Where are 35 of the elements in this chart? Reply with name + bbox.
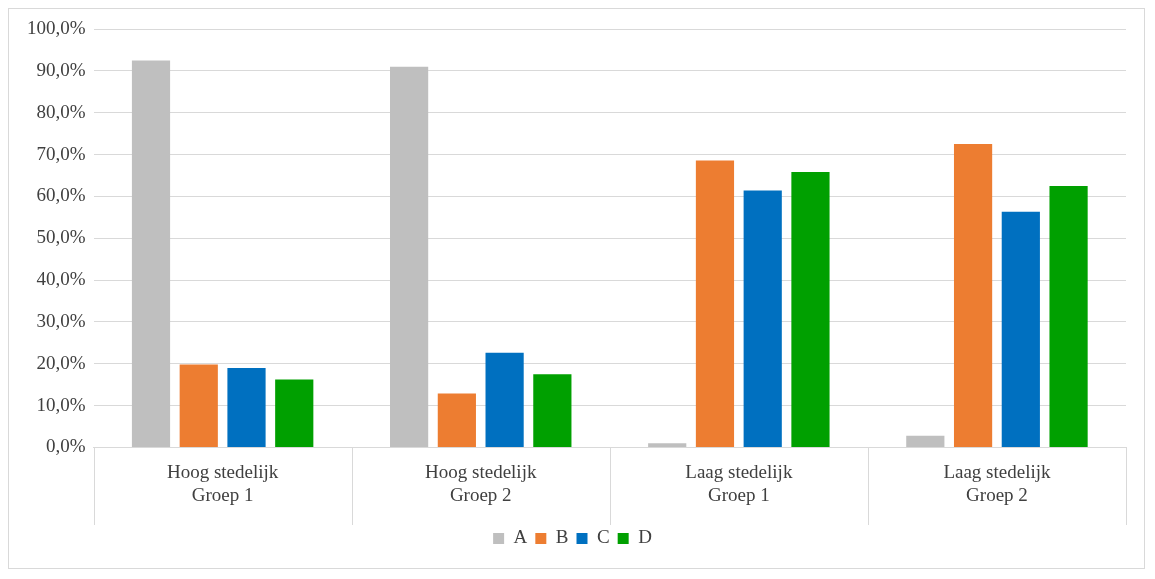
y-tick-label: 20,0%	[36, 351, 86, 373]
bar	[131, 60, 171, 447]
y-tick-label: 80,0%	[36, 100, 86, 122]
bar	[906, 435, 945, 447]
bar	[227, 367, 266, 447]
x-tick-label: Hoog stedelijk Groep 1	[166, 460, 279, 505]
x-tick-label: Hoog stedelijk Groep 2	[425, 460, 537, 505]
bar	[953, 144, 993, 447]
bar	[743, 190, 782, 447]
y-tick-label: 70,0%	[36, 142, 86, 164]
y-tick-label: 10,0%	[36, 393, 86, 415]
x-tick-label: Laag stedelijk Groep 1	[685, 460, 793, 505]
legend-label: C	[597, 526, 610, 548]
bar	[1001, 211, 1040, 447]
bar	[275, 379, 314, 447]
y-tick-label: 100,0%	[27, 16, 86, 38]
y-tick-label: 0,0%	[46, 435, 86, 457]
x-tick-label: Laag stedelijk Groep 2	[943, 460, 1051, 505]
bar	[437, 393, 476, 447]
bar	[533, 374, 572, 447]
legend-label: B	[555, 526, 569, 548]
y-tick-label: 40,0%	[36, 268, 86, 290]
y-tick-label: 60,0%	[36, 184, 86, 206]
y-tick-label: 30,0%	[36, 309, 86, 331]
bar	[485, 352, 524, 447]
bar	[179, 364, 218, 447]
y-tick-label: 90,0%	[36, 58, 86, 80]
bar	[1049, 185, 1088, 447]
bar	[390, 66, 429, 447]
bar	[695, 160, 735, 447]
y-tick-label: 50,0%	[36, 226, 86, 248]
legend-label: A	[513, 526, 528, 548]
bar	[648, 443, 687, 447]
legend-label: D	[638, 526, 652, 548]
bar	[791, 172, 830, 447]
